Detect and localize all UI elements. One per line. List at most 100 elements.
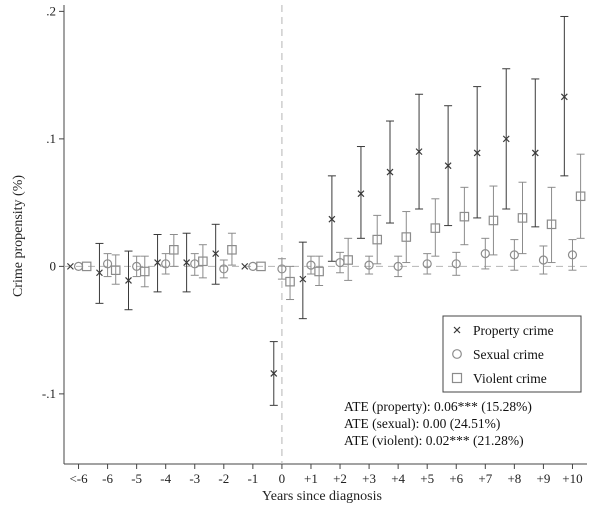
data-point-square: [227, 245, 237, 255]
data-point-x: [560, 93, 568, 101]
data-point-x-stroke: [154, 259, 161, 266]
data-point-square: [575, 191, 586, 202]
ate-violent-annotation: ATE (violent): 0.02*** (21.28%): [344, 433, 524, 448]
y-tick-label: .2: [46, 3, 56, 18]
x-axis-ticks: <-6 -6 -5 -4 -3 -2 -1 0 +1 +2 +3 +4 +5 +6 +7 +8 +9 +10: [69, 464, 583, 486]
data-point-square: [314, 266, 324, 277]
data-point-x: [531, 149, 539, 157]
data-point-circle: [509, 250, 519, 260]
data-point-x: [154, 259, 161, 266]
series-x: [66, 15, 569, 406]
x-tick-label: -5: [131, 471, 142, 486]
data-point-square: [256, 261, 266, 272]
data-point-circle: [393, 261, 403, 271]
data-point-square: [169, 245, 179, 255]
data-point-circle: [306, 260, 316, 270]
data-point-circle: [364, 260, 374, 270]
legend-label-property: Property crime: [473, 323, 554, 338]
x-tick-label: +5: [420, 471, 434, 486]
data-point-x: [415, 148, 423, 156]
x-tick-label: <-6: [69, 471, 88, 486]
legend-item-property: Property crime: [453, 323, 554, 338]
data-point-x-stroke: [444, 162, 452, 170]
data-point-x: [502, 135, 510, 143]
data-point-square: [139, 266, 150, 277]
x-tick-label: -2: [218, 471, 229, 486]
data-point-x-stroke: [502, 135, 510, 143]
data-point-circle: [451, 259, 461, 269]
data-point-x: [386, 168, 394, 176]
data-point-x-stroke: [560, 93, 568, 101]
data-point-circle: [102, 259, 113, 269]
x-tick-label: +2: [333, 471, 347, 486]
series-circle: [73, 237, 578, 280]
legend-marker-circle: [452, 349, 462, 359]
data-point-square: [372, 234, 383, 245]
data-point-x-stroke: [125, 276, 132, 284]
data-point-x-stroke: [241, 262, 249, 270]
x-tick-label: -4: [160, 471, 171, 486]
data-point-square: [546, 219, 557, 230]
data-point-square: [198, 256, 208, 267]
ate-property-annotation: ATE (property): 0.06*** (15.28%): [344, 399, 532, 414]
y-tick-label: .1: [46, 131, 56, 146]
data-point-x-stroke: [270, 370, 278, 377]
data-point-square: [459, 211, 470, 222]
data-point-square: [81, 261, 92, 272]
data-point-circle: [132, 261, 142, 271]
data-point-square: [343, 255, 353, 265]
legend-marker-x: [453, 326, 461, 334]
data-point-circle: [422, 259, 432, 269]
data-point-x-stroke: [531, 149, 539, 157]
legend-marker-square: [451, 372, 463, 384]
y-tick-label: 0: [50, 258, 57, 273]
data-point-x-stroke: [473, 149, 481, 157]
data-point-x: [444, 162, 452, 170]
data-point-x-stroke: [386, 168, 394, 176]
x-tick-label: +1: [304, 471, 318, 486]
x-tick-label: +4: [391, 471, 405, 486]
x-tick-label: -3: [189, 471, 200, 486]
data-point-circle: [277, 264, 287, 274]
data-point-square: [430, 223, 441, 233]
data-point-x: [183, 259, 191, 266]
x-tick-label: +8: [507, 471, 521, 486]
data-point-square: [517, 213, 528, 223]
data-point-x: [473, 149, 481, 157]
y-tick-label: -.1: [42, 386, 56, 401]
data-point-circle: [480, 249, 490, 259]
data-point-x: [96, 269, 103, 277]
data-point-circle: [567, 250, 578, 260]
x-tick-label: -1: [247, 471, 258, 486]
data-point-x: [212, 250, 220, 258]
legend-item-sexual: Sexual crime: [452, 347, 544, 362]
legend-item-violent: Violent crime: [451, 371, 547, 386]
y-axis-ticks: -.1 0 .1 .2: [42, 3, 64, 401]
series-layer: [66, 15, 586, 406]
x-axis-title: Years since diagnosis: [262, 489, 382, 504]
data-point-square: [110, 265, 121, 275]
data-point-x-stroke: [299, 275, 307, 283]
x-tick-label: +9: [536, 471, 550, 486]
data-point-x: [328, 215, 336, 223]
x-tick-label: 0: [279, 471, 286, 486]
data-point-x-stroke: [96, 269, 103, 277]
x-tick-label: +7: [478, 471, 492, 486]
data-point-x: [241, 262, 249, 270]
legend-label-sexual: Sexual crime: [473, 347, 544, 362]
data-point-x: [270, 370, 278, 377]
data-point-square: [401, 232, 412, 242]
series-square: [81, 153, 586, 301]
data-point-x-stroke: [328, 215, 336, 223]
data-point-x: [66, 262, 74, 270]
data-point-x: [299, 275, 307, 283]
data-point-square: [285, 276, 295, 287]
legend-label-violent: Violent crime: [473, 371, 547, 386]
data-point-x-stroke: [66, 262, 74, 270]
data-point-x-stroke: [415, 148, 423, 156]
x-tick-label: -6: [102, 471, 113, 486]
x-tick-label: +6: [449, 471, 463, 486]
data-point-square: [488, 215, 499, 226]
data-point-circle: [161, 259, 171, 269]
